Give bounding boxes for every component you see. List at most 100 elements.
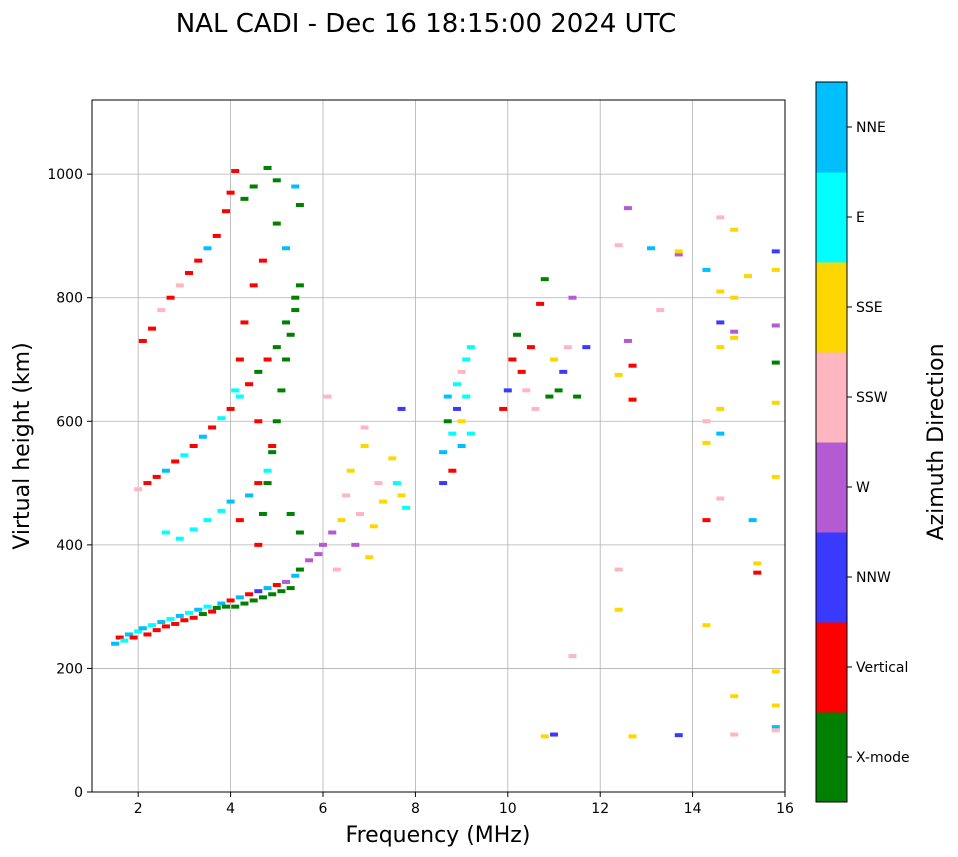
data-point-sse — [550, 357, 558, 362]
data-point-sse — [730, 694, 739, 699]
data-point-vertical — [499, 406, 508, 411]
data-point-vertical — [254, 481, 263, 486]
data-point-vertical — [115, 635, 124, 640]
data-point-e — [402, 505, 411, 510]
data-point-sse — [457, 419, 466, 424]
data-point-x-mode — [221, 604, 230, 609]
data-point-x-mode — [286, 511, 295, 516]
data-point-x-mode — [771, 360, 780, 365]
data-point-ssw — [332, 567, 341, 572]
data-point-x-mode — [258, 595, 267, 600]
y-tick-label: 1000 — [47, 167, 83, 183]
data-point-vertical — [226, 190, 235, 195]
data-point-vertical — [208, 425, 217, 430]
data-point-nne — [282, 246, 291, 251]
data-point-sse — [771, 267, 780, 272]
data-point-sse — [730, 295, 739, 300]
data-point-x-mode — [443, 419, 452, 424]
data-point-e — [185, 610, 194, 615]
data-point-e — [231, 388, 240, 393]
data-point-nnw — [397, 406, 406, 411]
data-point-vertical — [268, 444, 277, 448]
data-point-x-mode — [263, 481, 272, 486]
data-point-vertical — [235, 357, 244, 362]
x-axis-label: Frequency (MHz) — [346, 823, 531, 848]
data-point-x-mode — [286, 332, 295, 337]
x-tick-label: 8 — [411, 801, 420, 817]
data-point-nnw — [559, 369, 568, 374]
data-point-ssw — [134, 487, 143, 492]
data-point-e — [120, 638, 129, 643]
data-point-w — [568, 295, 577, 300]
data-point-sse — [360, 444, 369, 448]
data-point-x-mode — [240, 196, 249, 201]
y-tick-label: 800 — [56, 291, 83, 307]
colorbar-swatch — [816, 352, 847, 443]
data-point-sse — [730, 227, 739, 232]
data-point-x-mode — [277, 589, 286, 594]
data-point-e — [466, 431, 475, 436]
data-point-sse — [744, 274, 753, 279]
data-point-vertical — [240, 320, 249, 325]
colorbar-swatch — [816, 262, 847, 353]
data-point-sse — [365, 555, 374, 560]
data-point-ssw — [457, 369, 466, 374]
data-point-e — [148, 623, 157, 628]
data-point-ssw — [568, 654, 577, 659]
colorbar-tick-label: E — [856, 210, 865, 226]
data-point-sse — [614, 607, 623, 612]
data-point-e — [180, 453, 189, 458]
data-point-w — [319, 542, 327, 547]
data-point-vertical — [185, 271, 194, 275]
data-point-x-mode — [231, 604, 240, 609]
x-tick-label: 16 — [776, 801, 794, 817]
data-point-ssw — [323, 394, 332, 399]
data-point-nne — [457, 444, 466, 448]
data-point-nne — [198, 434, 207, 439]
data-point-nne — [647, 246, 656, 251]
data-point-sse — [337, 518, 346, 523]
data-point-vertical — [628, 363, 637, 368]
data-point-nne — [226, 499, 235, 504]
y-tick-label: 200 — [56, 661, 83, 677]
data-point-x-mode — [291, 308, 300, 313]
data-point-ssw — [374, 481, 383, 486]
data-point-vertical — [231, 169, 240, 174]
data-point-nne — [161, 468, 170, 473]
data-point-sse — [674, 249, 683, 254]
data-point-w — [328, 530, 337, 535]
data-point-ssw — [702, 419, 711, 424]
data-point-nne — [194, 607, 203, 612]
data-point-vertical — [152, 474, 161, 479]
data-point-ssw — [342, 493, 351, 498]
colorbar-tick-label: X-mode — [856, 750, 910, 766]
data-point-ssw — [614, 567, 623, 572]
colorbar-tick-label: W — [856, 480, 870, 496]
plot-frame — [91, 99, 786, 793]
data-point-nne — [124, 632, 133, 637]
data-point-w — [314, 552, 323, 557]
data-point-nne — [203, 246, 212, 251]
data-point-nne — [748, 518, 757, 523]
data-point-vertical — [254, 419, 263, 424]
data-point-x-mode — [282, 320, 291, 325]
x-tick-label: 12 — [591, 801, 609, 817]
data-point-vertical — [138, 338, 147, 343]
data-point-sse — [771, 400, 780, 405]
data-point-nne — [291, 573, 300, 578]
data-point-e — [462, 394, 471, 399]
data-point-e — [161, 530, 170, 535]
data-point-ssw — [730, 732, 739, 737]
data-point-sse — [771, 703, 780, 708]
data-point-vertical — [753, 570, 762, 575]
data-point-x-mode — [540, 277, 549, 282]
data-point-sse — [771, 669, 780, 674]
x-tick-label: 10 — [499, 801, 517, 817]
data-point-nnw — [550, 732, 558, 737]
data-point-x-mode — [282, 357, 291, 362]
colorbar-frame — [815, 81, 848, 803]
data-point-x-mode — [573, 394, 582, 399]
data-point-vertical — [208, 609, 217, 614]
data-point-vertical — [628, 397, 637, 402]
